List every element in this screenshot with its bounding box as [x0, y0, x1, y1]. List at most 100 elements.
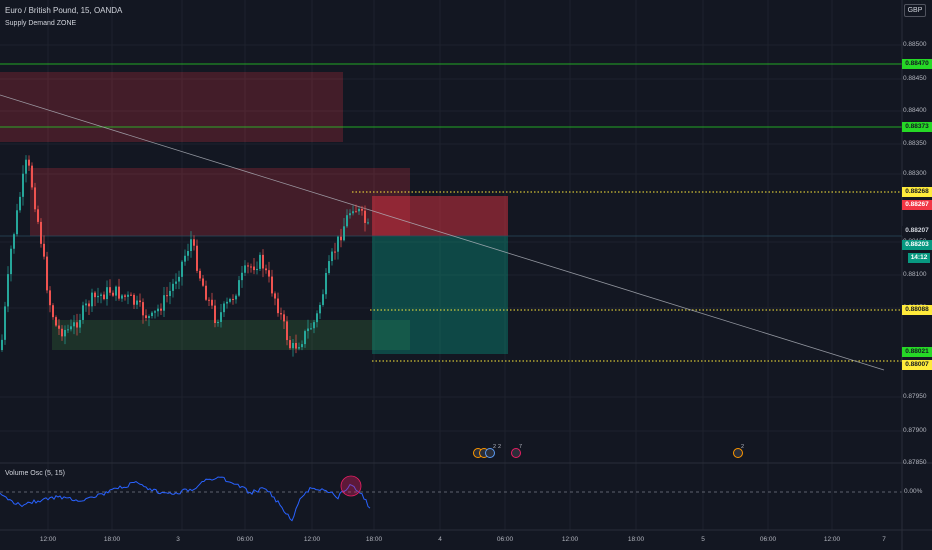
candle-body: [319, 304, 321, 314]
candle-body: [352, 211, 354, 214]
position-target-area[interactable]: [372, 236, 508, 354]
candle-body: [274, 293, 276, 299]
event-badge: 2: [493, 444, 497, 450]
candle-body: [217, 321, 219, 324]
candle-body: [16, 210, 18, 235]
candle-body: [280, 313, 282, 315]
candle-body: [220, 312, 222, 322]
candle-body: [49, 290, 51, 306]
candle-body: [271, 276, 273, 294]
candle-body: [154, 311, 156, 313]
candle-body: [283, 314, 285, 322]
candle-body: [262, 254, 264, 269]
candle-body: [277, 298, 279, 314]
candle-body: [172, 283, 174, 291]
price-axis-label: 0.88100: [903, 271, 927, 278]
candle-body: [208, 299, 210, 301]
candle-body: [307, 328, 309, 332]
event-badge: 2: [741, 444, 745, 450]
time-axis-label: 12:00: [823, 536, 841, 543]
oscillator-highlight[interactable]: [340, 475, 362, 497]
oscillator-value: 0.00%: [904, 488, 923, 495]
candle-body: [76, 322, 78, 328]
candle-body: [184, 255, 186, 262]
candle-body: [22, 173, 24, 197]
candle-body: [100, 294, 102, 296]
currency-button[interactable]: GBP: [904, 4, 926, 17]
candle-body: [121, 295, 123, 299]
oscillator-label[interactable]: Volume Osc (5, 15): [5, 470, 65, 477]
price-axis-label: 0.87850: [903, 459, 927, 466]
candle-body: [268, 270, 270, 277]
candle-body: [64, 329, 66, 337]
candle-body: [325, 273, 327, 295]
event-icon[interactable]: [733, 448, 743, 458]
price-tag: 0.88203: [902, 240, 932, 250]
candle-body: [202, 278, 204, 286]
candle-body: [298, 347, 300, 349]
trend-line[interactable]: [0, 94, 885, 371]
candle-body: [136, 300, 138, 305]
position-stop-area[interactable]: [372, 196, 508, 236]
candle-body: [334, 251, 336, 253]
price-tag: 0.88268: [902, 187, 932, 197]
candle-body: [160, 308, 162, 311]
time-axis-label: 06:00: [236, 536, 254, 543]
candle-body: [85, 303, 87, 306]
event-icon[interactable]: [485, 448, 495, 458]
candle-body: [61, 328, 63, 337]
indicator-label[interactable]: Supply Demand ZONE: [5, 20, 77, 27]
chart-title[interactable]: Euro / British Pound, 15, OANDA: [5, 6, 123, 15]
price-tag: 0.88267: [902, 200, 932, 210]
time-axis-label: 5: [701, 536, 705, 543]
supply-zone-lower[interactable]: [30, 168, 410, 236]
price-axis-label: 0.88450: [903, 75, 927, 82]
candle-body: [337, 236, 339, 252]
price-tag: 0.88207: [902, 226, 932, 236]
candle-body: [355, 211, 357, 213]
price-tag: 0.88088: [902, 305, 932, 315]
time-axis-label: 18:00: [627, 536, 645, 543]
time-axis-label: 06:00: [759, 536, 777, 543]
demand-zone[interactable]: [52, 320, 410, 350]
candle-body: [175, 281, 177, 284]
candle-body: [313, 322, 315, 329]
candle-body: [256, 268, 258, 271]
candle-body: [55, 317, 57, 326]
candle-body: [43, 243, 45, 257]
candle-body: [28, 159, 30, 166]
candle-body: [139, 300, 141, 303]
price-tag: 0.88007: [902, 360, 932, 370]
candle-body: [148, 316, 150, 319]
candle-body: [265, 268, 267, 271]
candle-body: [34, 187, 36, 210]
candle-body: [166, 295, 168, 297]
candle-body: [178, 276, 180, 282]
candle-body: [10, 248, 12, 275]
candle-body: [259, 254, 261, 269]
candle-body: [103, 294, 105, 300]
price-axis-label: 0.87900: [903, 427, 927, 434]
candle-body: [289, 340, 291, 349]
candle-body: [328, 261, 330, 274]
candle-body: [367, 222, 369, 224]
price-axis-label: 0.88400: [903, 107, 927, 114]
candle-body: [193, 239, 195, 246]
candle-body: [169, 290, 171, 296]
price-axis-label: 0.88300: [903, 170, 927, 177]
candle-body: [151, 312, 153, 317]
supply-zone-upper[interactable]: [0, 72, 343, 142]
candle-body: [235, 295, 237, 300]
candlestick-series: [1, 155, 369, 357]
event-icons[interactable]: [473, 448, 743, 458]
candle-body: [118, 286, 120, 299]
candle-body: [253, 266, 255, 271]
time-axis-label: 06:00: [496, 536, 514, 543]
candle-body: [316, 313, 318, 323]
candle-body: [13, 234, 15, 249]
candle-body: [112, 292, 114, 296]
event-badge: 7: [519, 444, 523, 450]
candle-body: [109, 287, 111, 293]
event-icon[interactable]: [511, 448, 521, 458]
